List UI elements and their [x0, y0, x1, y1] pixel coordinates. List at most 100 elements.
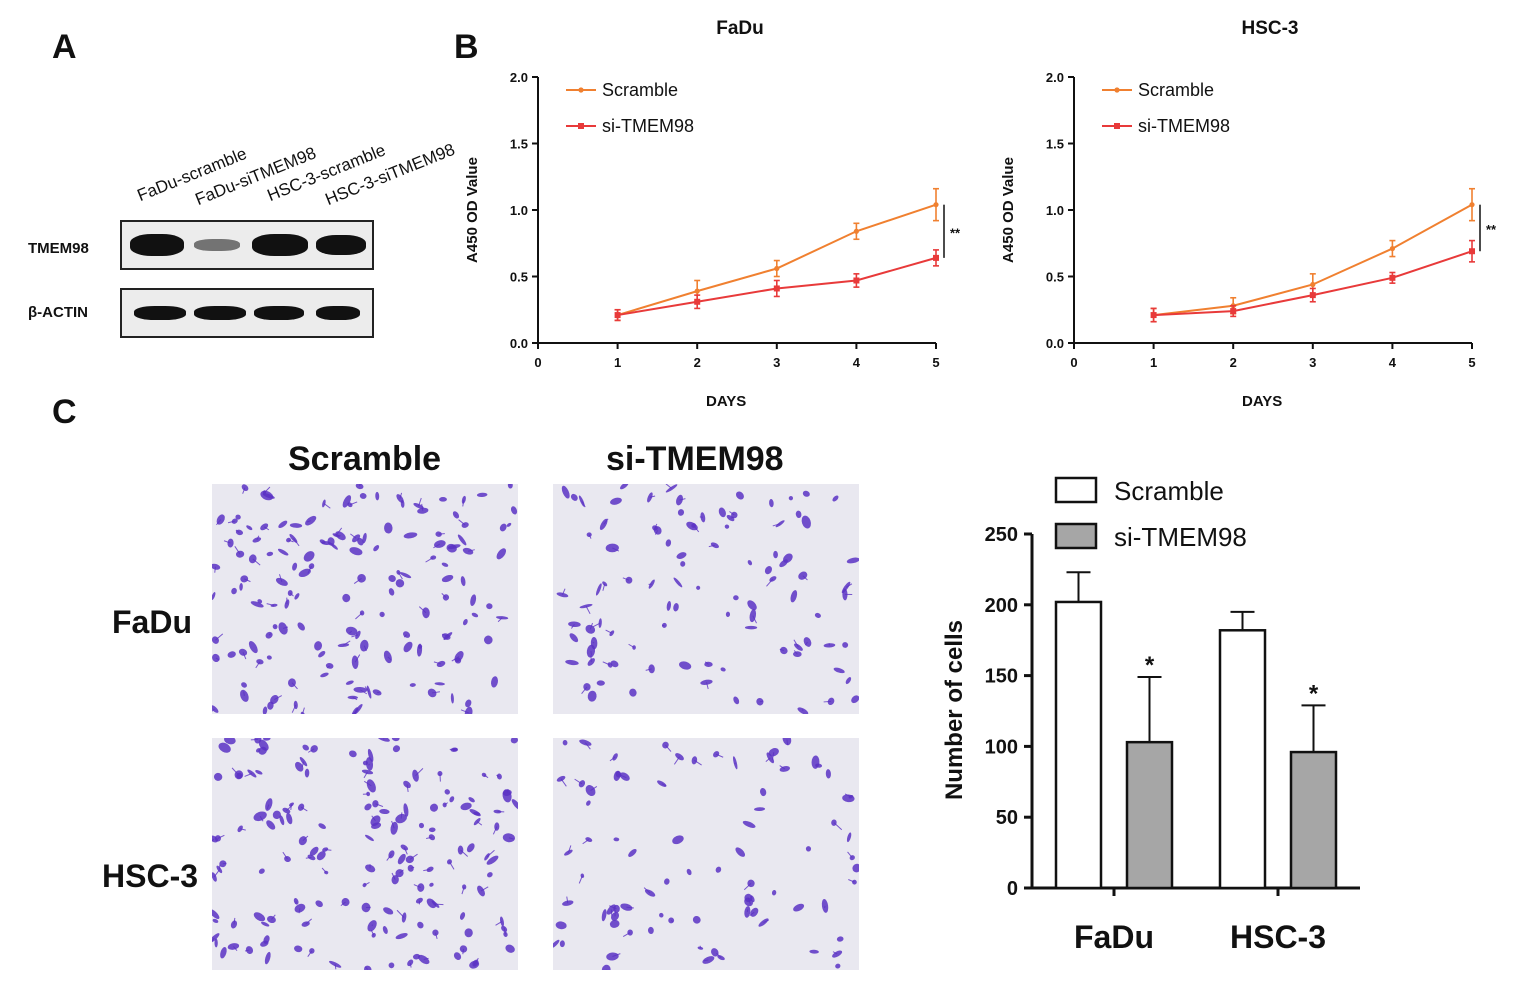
stained-cell	[686, 868, 692, 876]
stained-cell	[459, 945, 468, 953]
stained-cell	[450, 693, 454, 704]
cell-process	[293, 538, 300, 547]
stained-cell	[793, 903, 805, 912]
legend-swatch	[1054, 522, 1098, 550]
cell-process	[612, 547, 620, 552]
cell-process	[279, 574, 283, 583]
stained-cell	[262, 706, 268, 714]
cell-process	[307, 950, 313, 958]
stained-cell	[304, 768, 310, 778]
stained-cell	[613, 770, 621, 781]
cell-process	[449, 861, 455, 870]
cell-process	[306, 520, 311, 523]
stained-cell	[435, 531, 442, 537]
stained-cell	[602, 581, 608, 587]
cell-process	[589, 622, 593, 630]
cell-process	[706, 682, 709, 690]
stained-cell	[610, 497, 622, 505]
stained-cell	[315, 900, 323, 908]
cell-process	[823, 700, 832, 703]
cell-process	[364, 966, 369, 970]
cell-process	[301, 761, 304, 767]
stained-cell	[252, 537, 262, 543]
stained-cell	[835, 963, 841, 969]
x-tick-label: 2	[694, 355, 701, 370]
stained-cell	[417, 883, 425, 892]
stained-cell	[212, 872, 217, 882]
stained-cell	[700, 679, 713, 685]
stained-cell	[403, 803, 409, 817]
cell-process	[391, 872, 396, 880]
stained-cell	[248, 640, 258, 654]
cell-process	[217, 834, 225, 839]
cell-process	[602, 661, 611, 666]
cell-process	[752, 615, 757, 624]
stained-cell	[555, 921, 567, 930]
stained-cell	[364, 834, 374, 842]
stained-cell	[724, 524, 730, 529]
cell-process	[403, 634, 407, 638]
cell-process	[268, 633, 272, 636]
stained-cell	[470, 594, 477, 607]
stained-cell	[466, 843, 475, 853]
stained-cell	[766, 752, 775, 764]
stained-cell	[395, 932, 408, 940]
cell-process	[729, 511, 735, 516]
cell-process	[602, 583, 606, 591]
cell-process	[433, 543, 441, 549]
cell-process	[460, 849, 469, 857]
stained-cell	[214, 938, 218, 948]
cell-process	[628, 643, 635, 648]
stained-cell	[212, 592, 216, 601]
stained-cell	[212, 653, 220, 663]
stained-cell	[744, 625, 758, 630]
stained-cell	[471, 612, 479, 618]
cell-process	[255, 661, 261, 669]
stained-cell	[355, 630, 361, 640]
stained-cell	[595, 583, 602, 596]
cell-process	[391, 820, 395, 829]
significance-label: *	[1309, 680, 1319, 707]
cell-process	[352, 697, 358, 701]
cell-process	[581, 500, 586, 508]
x-tick-label: 3	[773, 355, 780, 370]
stained-cell	[433, 540, 446, 548]
cell-process	[845, 583, 853, 588]
cell-process	[462, 499, 465, 507]
legend-label: Scramble	[1138, 80, 1214, 100]
cell-process	[288, 539, 294, 543]
cell-process	[326, 665, 330, 669]
cell-process	[409, 962, 412, 968]
y-tick-label: 0	[1007, 878, 1018, 900]
stained-cell	[383, 907, 394, 915]
stained-cell	[272, 624, 278, 630]
cell-process	[334, 964, 337, 970]
stained-cell	[392, 745, 401, 753]
legend-label: Scramble	[602, 80, 678, 100]
stained-cell	[401, 912, 407, 923]
stained-cell	[495, 616, 509, 620]
cell-process	[561, 588, 566, 596]
column-header-si-tmem98: si-TMEM98	[606, 440, 784, 478]
cell-process	[300, 806, 308, 812]
cell-process	[763, 919, 770, 923]
stained-cell	[258, 746, 267, 755]
stained-cell	[764, 566, 772, 575]
stained-cell	[735, 491, 744, 500]
stained-cell	[733, 595, 739, 601]
stained-cell	[279, 815, 285, 826]
blot-band	[316, 235, 366, 255]
cell-process	[848, 879, 855, 883]
cell-process	[240, 828, 246, 831]
stained-cell	[320, 672, 329, 678]
stained-cell	[403, 532, 418, 539]
stained-cell	[308, 563, 315, 570]
cell-process	[403, 847, 408, 855]
cell-process	[397, 572, 403, 580]
cell-process	[480, 886, 489, 892]
cell-process	[360, 689, 368, 695]
cell-process	[410, 866, 415, 869]
stained-cell	[453, 952, 462, 961]
stained-cell	[596, 680, 605, 686]
cell-process	[215, 633, 224, 641]
